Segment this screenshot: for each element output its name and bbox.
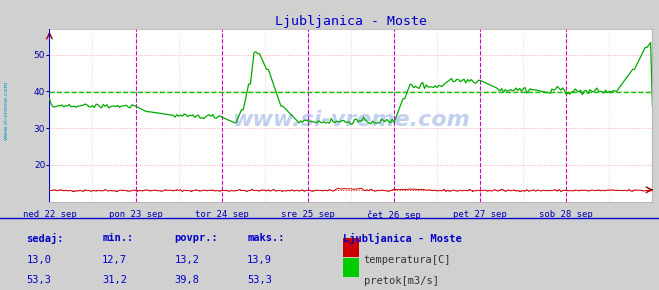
Text: 53,3: 53,3 <box>26 276 51 285</box>
Text: Ljubljanica - Moste: Ljubljanica - Moste <box>343 233 461 244</box>
Text: 39,8: 39,8 <box>175 276 200 285</box>
Text: čet 26 sep: čet 26 sep <box>367 210 421 220</box>
Text: 13,0: 13,0 <box>26 255 51 265</box>
Text: www.si-vreme.com: www.si-vreme.com <box>4 80 9 140</box>
Text: sedaj:: sedaj: <box>26 233 64 244</box>
Text: www.si-vreme.com: www.si-vreme.com <box>232 110 470 130</box>
Text: pon 23 sep: pon 23 sep <box>109 210 162 219</box>
Text: 13,9: 13,9 <box>247 255 272 265</box>
Text: tor 24 sep: tor 24 sep <box>195 210 248 219</box>
Text: maks.:: maks.: <box>247 233 285 243</box>
Text: 13,2: 13,2 <box>175 255 200 265</box>
Text: sob 28 sep: sob 28 sep <box>540 210 593 219</box>
Text: pretok[m3/s]: pretok[m3/s] <box>364 276 439 285</box>
Text: 53,3: 53,3 <box>247 276 272 285</box>
Text: pet 27 sep: pet 27 sep <box>453 210 507 219</box>
Text: povpr.:: povpr.: <box>175 233 218 243</box>
Text: ned 22 sep: ned 22 sep <box>22 210 76 219</box>
Text: temperatura[C]: temperatura[C] <box>364 255 451 265</box>
Text: 12,7: 12,7 <box>102 255 127 265</box>
Title: Ljubljanica - Moste: Ljubljanica - Moste <box>275 15 427 28</box>
Text: min.:: min.: <box>102 233 133 243</box>
Text: sre 25 sep: sre 25 sep <box>281 210 335 219</box>
Text: 31,2: 31,2 <box>102 276 127 285</box>
